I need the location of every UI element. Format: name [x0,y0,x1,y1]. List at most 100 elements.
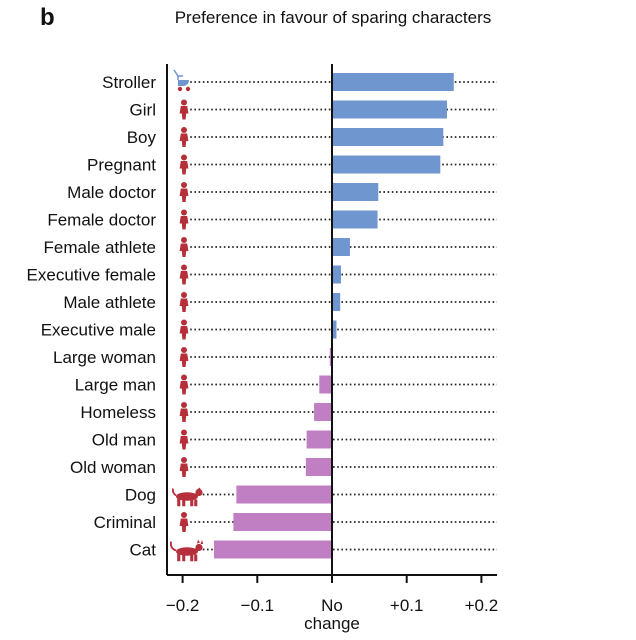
bar-pregnant [332,155,441,174]
icon-body [179,243,189,257]
male-doctor-icon [179,182,189,202]
stroller-icon [173,69,191,92]
panel-letter: b [40,4,55,31]
icon-head [181,319,187,326]
bar-cat [213,540,332,559]
bar-old-woman [305,458,332,476]
icon-head [181,292,187,298]
bar-criminal [233,513,332,531]
bar-homeless [314,403,332,421]
homeless-icon [179,402,189,422]
icon-head [181,347,187,353]
icon-basket [178,80,189,86]
chart-title: Preference in favour of sparing characte… [174,8,492,27]
x-tick-label: −0.1 [241,596,275,615]
female-athlete-icon [179,237,189,257]
icon-handle [173,69,183,80]
category-label: Old man [92,431,156,450]
bar-female-doctor [332,210,378,229]
dog-icon [171,487,203,507]
category-label: Homeless [80,403,156,422]
icon-wheel [185,86,191,92]
cat-icon [169,539,204,562]
icon-body [179,133,189,147]
icon-body [179,381,189,395]
icon-head [181,127,187,133]
icon-body [179,106,189,120]
bar-dog [236,485,332,504]
icon-body [179,216,189,230]
icon-tail [171,488,177,497]
bar-old-man [306,430,332,449]
x-tick-label-change: change [304,614,360,633]
bar-large-man [319,375,332,394]
x-tick-label: −0.2 [166,596,200,615]
bar-executive-male [332,320,337,339]
icon-legs [177,553,198,562]
icon-head [181,209,187,216]
icon-head [181,99,187,106]
girl-icon [179,99,189,120]
category-label: Executive female [27,266,156,285]
icon-body [179,271,189,285]
bar-female-athlete [332,238,350,256]
icon-head [181,374,187,381]
x-tick-label: No [321,596,343,615]
category-label: Pregnant [87,156,156,175]
icon-head [181,402,187,408]
icon-body [176,547,198,556]
icon-tail [169,541,177,552]
large-man-icon [179,374,189,395]
male-athlete-icon [179,292,189,312]
category-label: Male athlete [63,293,156,312]
pregnant-woman-icon [179,154,189,175]
category-label: Boy [127,128,157,147]
icon-body [179,518,189,532]
icon-body [179,353,189,367]
x-tick-label: +0.2 [465,596,499,615]
category-label: Girl [130,101,156,120]
category-label: Dog [125,486,156,505]
old-woman-icon [179,457,189,477]
icon-head [181,154,187,161]
icon-body [179,463,189,477]
icon-ears [197,487,201,492]
category-label: Large man [75,376,156,395]
category-label: Large woman [53,348,156,367]
icon-body [179,408,189,422]
bar-stroller [332,73,454,91]
icon-legs [177,498,198,507]
old-man-icon [179,429,189,450]
category-label: Stroller [102,73,156,92]
icon-body [179,326,189,340]
icon-body [179,188,189,202]
bar-boy [332,128,444,146]
icon-wheel [177,86,183,92]
icon-body [179,436,189,450]
icon-head [195,543,203,552]
female-doctor-icon [179,209,189,230]
executive-female-icon [179,264,189,285]
boy-icon [179,127,189,147]
icon-head [181,512,187,518]
icon-ears [197,539,204,544]
bar-executive-female [332,265,341,284]
category-label: Female athlete [44,238,156,257]
icon-head [181,264,187,271]
category-label: Executive male [41,321,156,340]
bar-male-athlete [332,293,341,311]
executive-male-icon [179,319,189,340]
category-label: Male doctor [67,183,156,202]
category-label: Cat [130,541,157,560]
icon-head [181,457,187,463]
criminal-icon [179,512,189,532]
category-label: Old woman [70,458,156,477]
category-label: Female doctor [47,211,156,230]
icon-body [179,161,189,175]
x-tick-label: +0.1 [390,596,424,615]
bar-large-woman [329,348,332,366]
category-label: Criminal [94,513,156,532]
icon-head [181,182,187,188]
